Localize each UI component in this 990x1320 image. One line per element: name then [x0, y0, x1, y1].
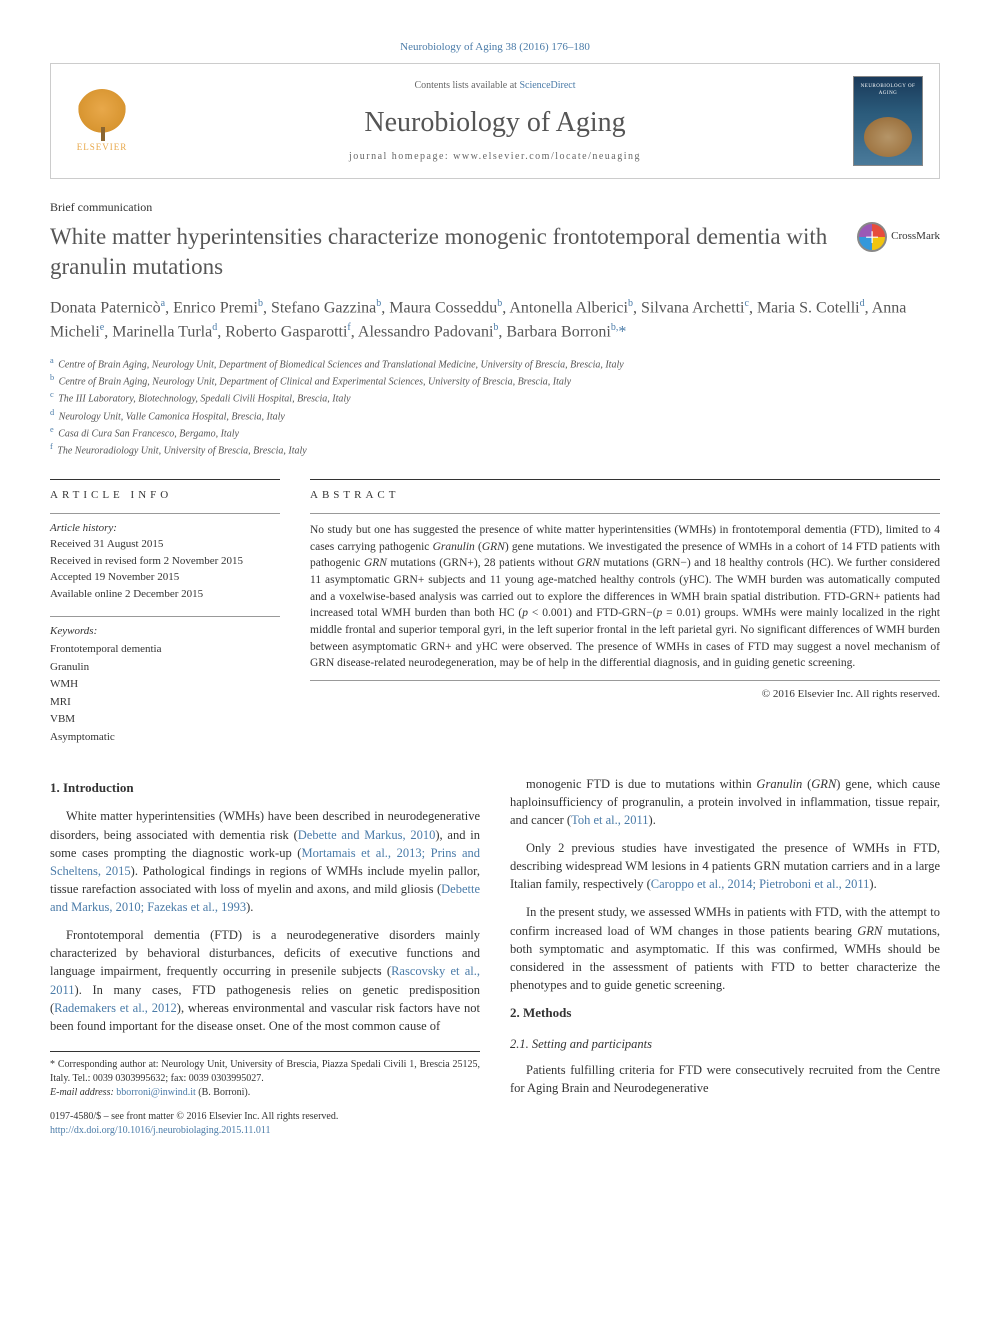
methods-para-1: Patients fulfilling criteria for FTD wer… — [510, 1061, 940, 1097]
intro-para-2: Frontotemporal dementia (FTD) is a neuro… — [50, 926, 480, 1035]
article-title: White matter hyperintensities characteri… — [50, 222, 857, 282]
keyword: Asymptomatic — [50, 729, 280, 747]
corresponding-author-footnote: * Corresponding author at: Neurology Uni… — [50, 1051, 480, 1100]
contents-text: Contents lists available at — [414, 80, 519, 91]
keywords-label: Keywords: — [50, 623, 280, 641]
keyword: VBM — [50, 711, 280, 729]
journal-cover-thumbnail[interactable] — [853, 76, 923, 166]
affiliation-line: a Centre of Brain Aging, Neurology Unit,… — [50, 355, 940, 372]
affiliation-line: e Casa di Cura San Francesco, Bergamo, I… — [50, 424, 940, 441]
abstract-heading: ABSTRACT — [310, 479, 940, 503]
abstract-text: No study but one has suggested the prese… — [310, 513, 940, 681]
section-1-heading: 1. Introduction — [50, 779, 480, 798]
contents-line: Contents lists available at ScienceDirec… — [137, 79, 853, 93]
intro-para-1: White matter hyperintensities (WMHs) hav… — [50, 807, 480, 916]
article-info-heading: ARTICLE INFO — [50, 479, 280, 503]
email-label: E-mail address: — [50, 1087, 116, 1098]
corr-email-line: E-mail address: bborroni@inwind.it (B. B… — [50, 1086, 480, 1100]
section-2-heading: 2. Methods — [510, 1004, 940, 1023]
page: Neurobiology of Aging 38 (2016) 176–180 … — [0, 0, 990, 1178]
front-matter-text: 0197-4580/$ – see front matter © 2016 El… — [50, 1110, 480, 1124]
sciencedirect-link[interactable]: ScienceDirect — [519, 80, 575, 91]
email-link[interactable]: bborroni@inwind.it — [116, 1087, 195, 1098]
authors-list: Donata Paternicòa, Enrico Premib, Stefan… — [50, 296, 940, 345]
keyword: Frontotemporal dementia — [50, 641, 280, 659]
article-info: ARTICLE INFO Article history: Received 3… — [50, 479, 280, 747]
intro-para-5: In the present study, we assessed WMHs i… — [510, 903, 940, 994]
elsevier-name: ELSEVIER — [67, 141, 137, 154]
journal-header: ELSEVIER Contents lists available at Sci… — [50, 63, 940, 179]
affiliation-line: c The III Laboratory, Biotechnology, Spe… — [50, 389, 940, 406]
journal-homepage[interactable]: journal homepage: www.elsevier.com/locat… — [137, 150, 853, 164]
elsevier-logo[interactable]: ELSEVIER — [67, 89, 137, 154]
citation-bar: Neurobiology of Aging 38 (2016) 176–180 — [50, 40, 940, 55]
history-line: Received 31 August 2015 — [50, 536, 280, 553]
intro-para-4: Only 2 previous studies have investigate… — [510, 839, 940, 893]
crossmark-badge[interactable]: CrossMark — [857, 222, 940, 252]
elsevier-tree-icon — [77, 89, 127, 139]
affiliation-line: d Neurology Unit, Valle Camonica Hospita… — [50, 407, 940, 424]
history-line: Available online 2 December 2015 — [50, 586, 280, 603]
front-matter: 0197-4580/$ – see front matter © 2016 El… — [50, 1110, 480, 1138]
corr-text: * Corresponding author at: Neurology Uni… — [50, 1058, 480, 1086]
keywords-block: Keywords: Frontotemporal dementiaGranuli… — [50, 616, 280, 746]
history-line: Accepted 19 November 2015 — [50, 569, 280, 586]
keyword: Granulin — [50, 659, 280, 677]
info-abstract-row: ARTICLE INFO Article history: Received 3… — [50, 479, 940, 747]
abstract-column: ABSTRACT No study but one has suggested … — [310, 479, 940, 747]
keyword: MRI — [50, 694, 280, 712]
intro-para-3: monogenic FTD is due to mutations within… — [510, 775, 940, 829]
header-center: Contents lists available at ScienceDirec… — [137, 79, 853, 164]
doi-link[interactable]: http://dx.doi.org/10.1016/j.neurobiolagi… — [50, 1125, 270, 1136]
email-who: (B. Borroni). — [196, 1087, 250, 1098]
body-col-right: monogenic FTD is due to mutations within… — [510, 775, 940, 1138]
title-row: White matter hyperintensities characteri… — [50, 222, 940, 282]
article-type: Brief communication — [50, 199, 940, 216]
body-col-left: 1. Introduction White matter hyperintens… — [50, 775, 480, 1138]
affiliation-line: b Centre of Brain Aging, Neurology Unit,… — [50, 372, 940, 389]
journal-name: Neurobiology of Aging — [137, 103, 853, 142]
crossmark-label: CrossMark — [891, 229, 940, 244]
crossmark-icon — [857, 222, 887, 252]
section-2-1-heading: 2.1. Setting and participants — [510, 1035, 940, 1053]
article-history: Article history: Received 31 August 2015… — [50, 513, 280, 603]
history-line: Received in revised form 2 November 2015 — [50, 553, 280, 570]
history-label: Article history: — [50, 520, 280, 537]
body-columns: 1. Introduction White matter hyperintens… — [50, 775, 940, 1138]
affiliations: a Centre of Brain Aging, Neurology Unit,… — [50, 355, 940, 459]
abstract-copyright: © 2016 Elsevier Inc. All rights reserved… — [310, 687, 940, 702]
affiliation-line: f The Neuroradiology Unit, University of… — [50, 441, 940, 458]
keyword: WMH — [50, 676, 280, 694]
